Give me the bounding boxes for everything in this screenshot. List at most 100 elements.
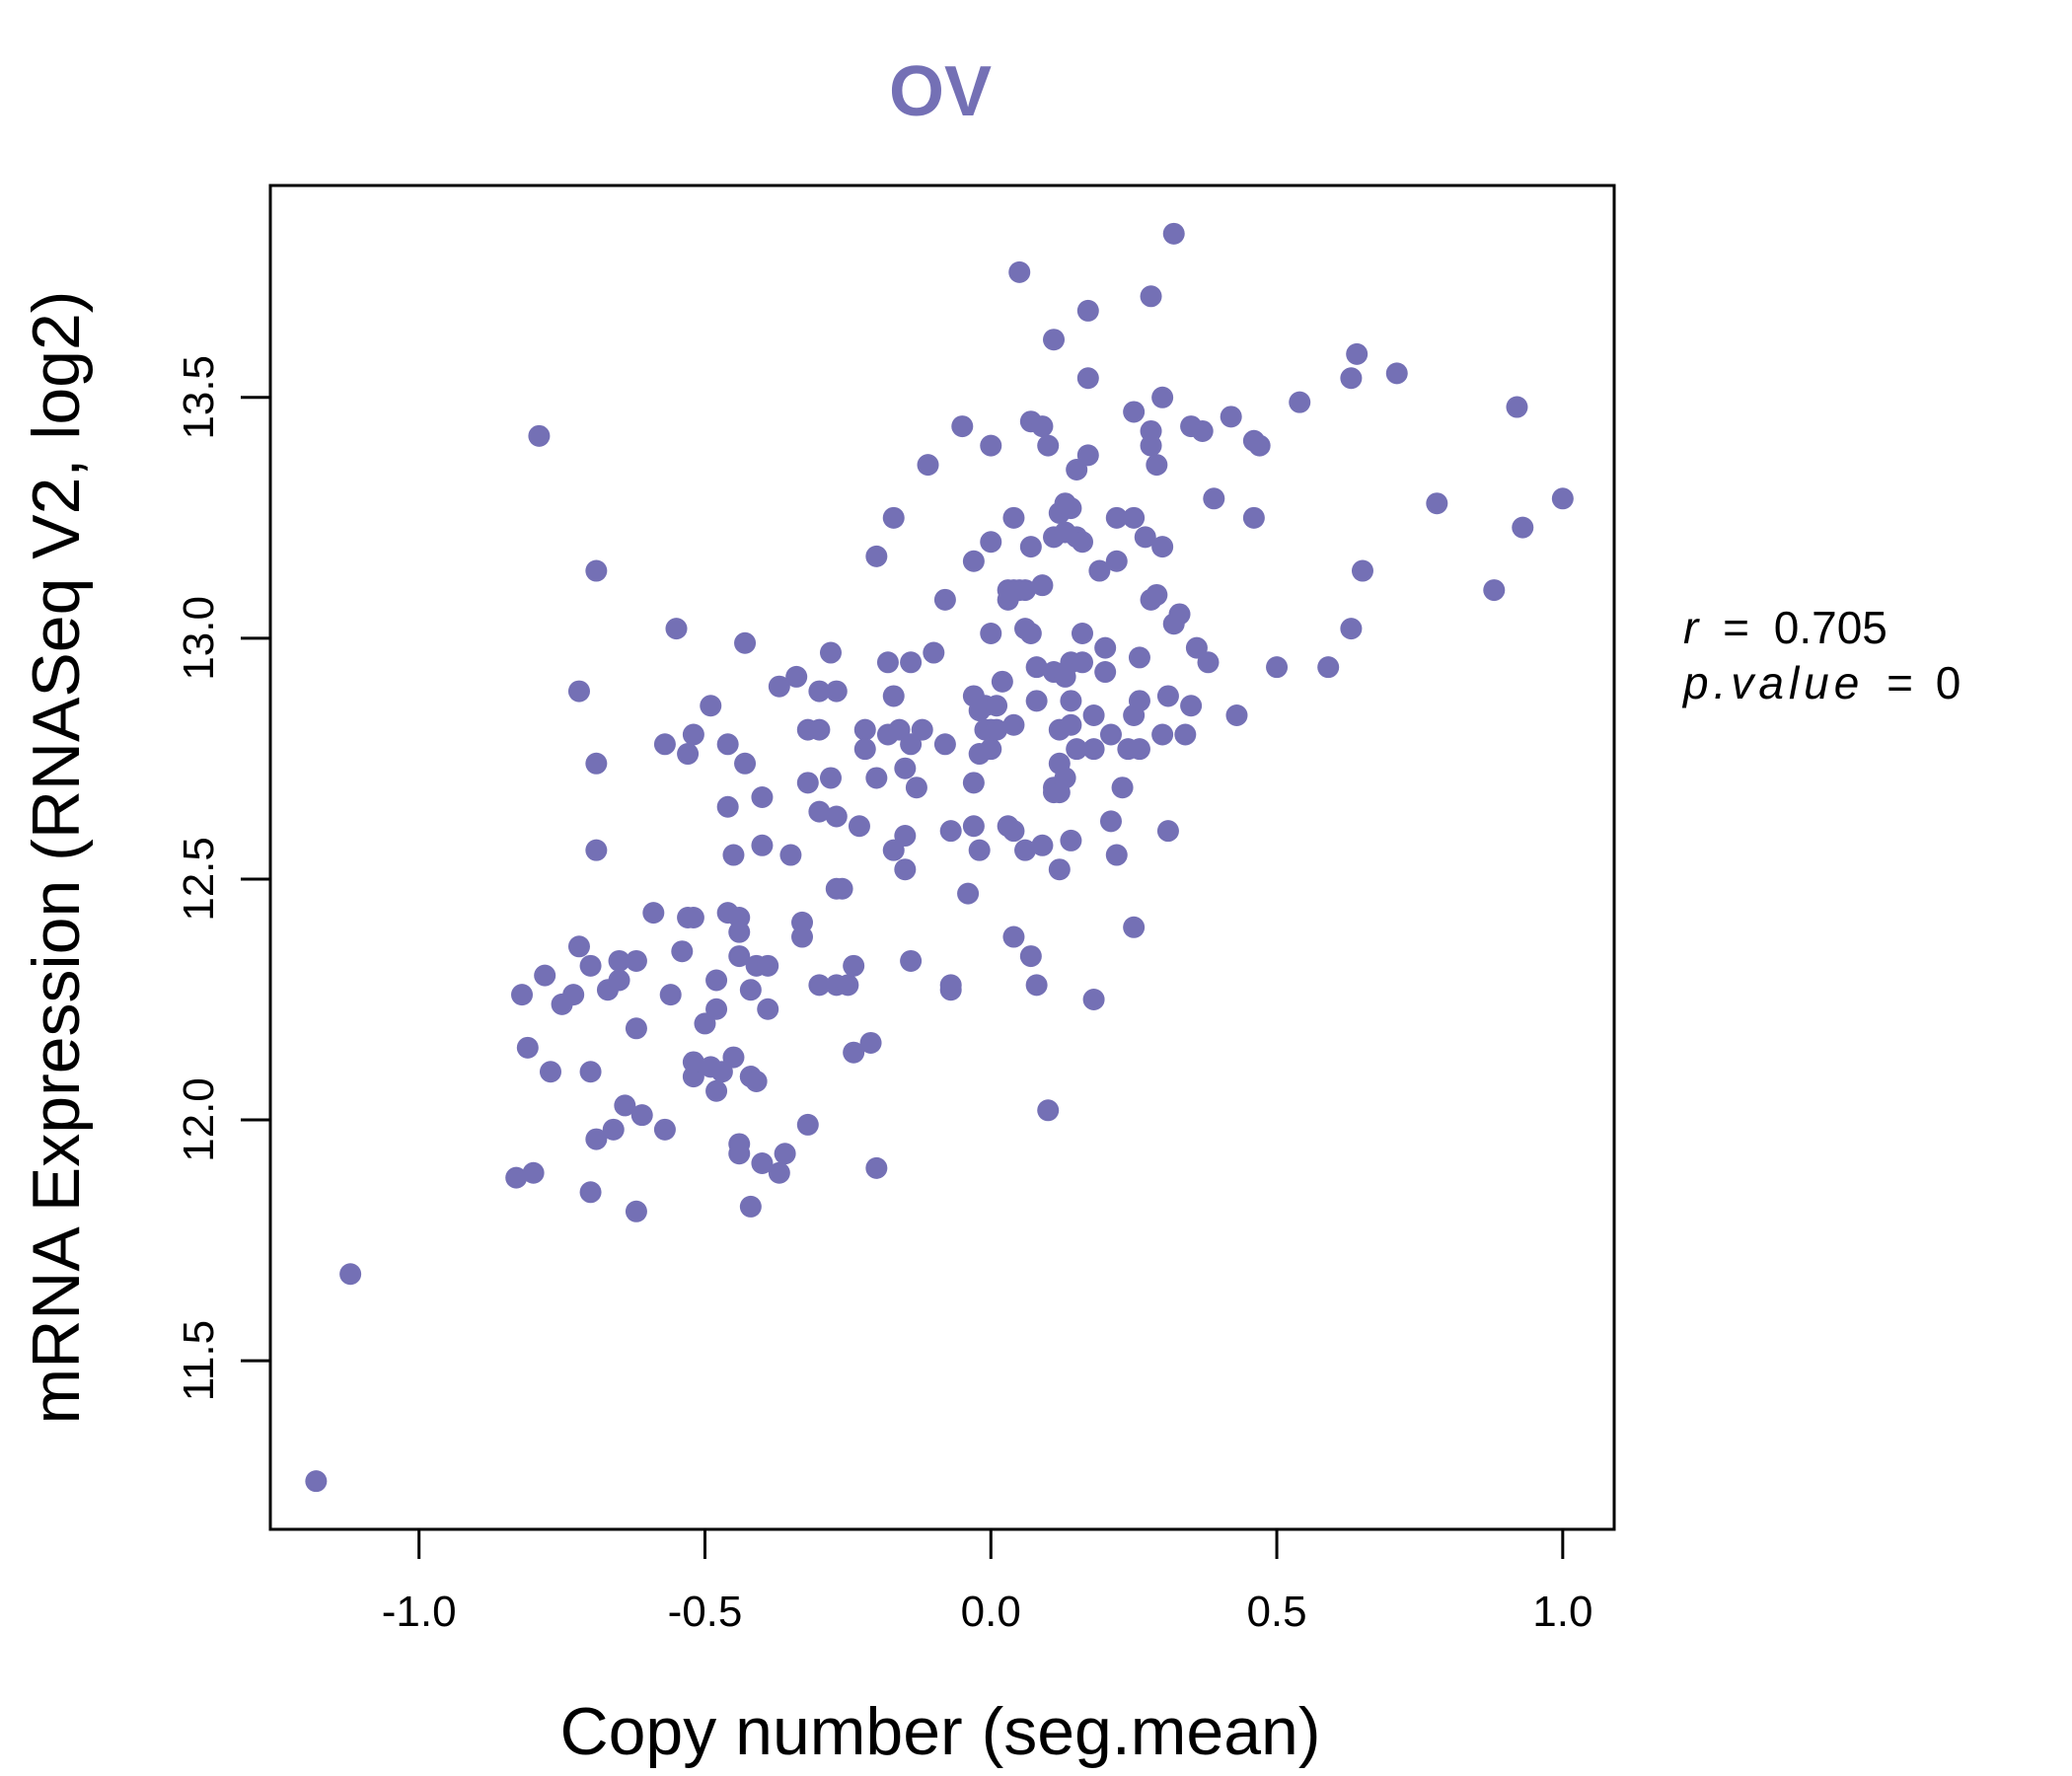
data-point: [585, 839, 608, 861]
p-statistic: p.value = 0: [1681, 657, 1961, 708]
data-point: [1512, 516, 1534, 539]
data-point: [1002, 820, 1025, 843]
data-point: [630, 1104, 653, 1127]
data-point: [1203, 487, 1225, 510]
data-point: [1128, 690, 1150, 712]
data-point: [682, 907, 704, 929]
data-point: [894, 858, 917, 881]
data-point: [1151, 386, 1174, 408]
data-point: [968, 839, 991, 861]
data-point: [585, 752, 608, 775]
data-point: [579, 1061, 602, 1083]
data-point: [1014, 839, 1037, 861]
data-point: [602, 1118, 625, 1141]
data-point: [1483, 579, 1506, 602]
data-point: [705, 998, 728, 1020]
data-point: [1060, 829, 1082, 851]
data-point: [962, 772, 985, 794]
data-point: [579, 1181, 602, 1204]
data-point: [796, 772, 819, 794]
data-point: [1317, 656, 1340, 679]
data-point: [1140, 419, 1162, 442]
data-point: [1385, 362, 1408, 385]
data-point: [796, 1113, 819, 1136]
data-point: [1289, 391, 1311, 413]
data-point: [511, 984, 534, 1006]
data-point: [768, 675, 790, 698]
data-point: [705, 1079, 728, 1102]
data-point: [1094, 661, 1117, 684]
data-point: [1146, 583, 1168, 606]
data-point: [739, 979, 762, 1001]
data-point: [1191, 419, 1214, 442]
chart-title: OV: [889, 52, 992, 131]
data-point: [837, 974, 859, 997]
data-point: [608, 969, 630, 992]
data-point: [1340, 367, 1363, 390]
p-equals: =: [1887, 657, 1913, 708]
data-point: [957, 882, 980, 905]
data-point: [1123, 916, 1146, 938]
data-point: [1551, 487, 1574, 510]
data-point: [757, 998, 779, 1020]
data-point: [808, 680, 831, 703]
data-point: [585, 559, 608, 582]
data-point: [751, 1151, 774, 1174]
y-tick-label: 13.5: [175, 355, 223, 440]
data-point: [923, 641, 945, 664]
data-point: [722, 844, 745, 866]
data-point: [980, 531, 1002, 554]
data-point: [539, 1061, 561, 1083]
data-point: [808, 974, 831, 997]
data-point: [1168, 603, 1191, 626]
data-point: [1123, 401, 1146, 423]
data-point: [1088, 559, 1111, 582]
data-point: [585, 1128, 608, 1150]
data-point: [1099, 723, 1122, 746]
data-point: [1031, 574, 1054, 597]
r-statistic: r = 0.705: [1683, 602, 1887, 653]
data-point: [659, 984, 682, 1006]
data-point: [665, 618, 688, 640]
x-axis: -1.0 -0.5 0.0 0.5 1.0: [382, 1527, 1592, 1636]
data-point: [705, 969, 728, 992]
data-point: [1060, 690, 1082, 712]
data-point: [1174, 723, 1197, 746]
y-axis-title: mRNA Expression (RNASeq V2, log2): [19, 291, 94, 1425]
data-point: [980, 738, 1002, 761]
data-point: [682, 723, 704, 746]
r-equals: =: [1723, 602, 1749, 653]
data-point: [779, 844, 802, 866]
data-point: [986, 718, 1008, 741]
data-point: [933, 588, 956, 611]
data-point: [653, 1118, 676, 1141]
data-point: [1082, 703, 1105, 726]
data-point: [825, 805, 848, 828]
data-point: [882, 685, 905, 707]
data-point: [951, 415, 974, 438]
data-point: [1111, 777, 1134, 799]
y-axis: 11.5 12.0 12.5 13.0 13.5: [175, 355, 272, 1401]
data-point: [1151, 536, 1174, 558]
data-point: [962, 550, 985, 572]
data-point: [1071, 531, 1093, 554]
x-tick-label: 0.0: [961, 1588, 1021, 1636]
data-point: [516, 1036, 539, 1059]
data-point: [1340, 618, 1363, 640]
x-tick-label: 0.5: [1246, 1588, 1306, 1636]
data-point: [1506, 396, 1528, 418]
x-tick-label: -1.0: [382, 1588, 457, 1636]
data-point: [1043, 329, 1066, 351]
data-point: [671, 940, 694, 963]
data-point: [819, 767, 842, 789]
data-point: [1242, 506, 1265, 529]
r-label: r: [1683, 602, 1700, 653]
data-point: [1105, 506, 1128, 529]
data-point: [962, 815, 985, 838]
data-point: [579, 954, 602, 977]
data-point: [745, 1071, 768, 1092]
data-point: [900, 651, 923, 674]
data-point: [917, 454, 939, 477]
data-point: [716, 733, 739, 756]
data-point: [865, 545, 888, 567]
